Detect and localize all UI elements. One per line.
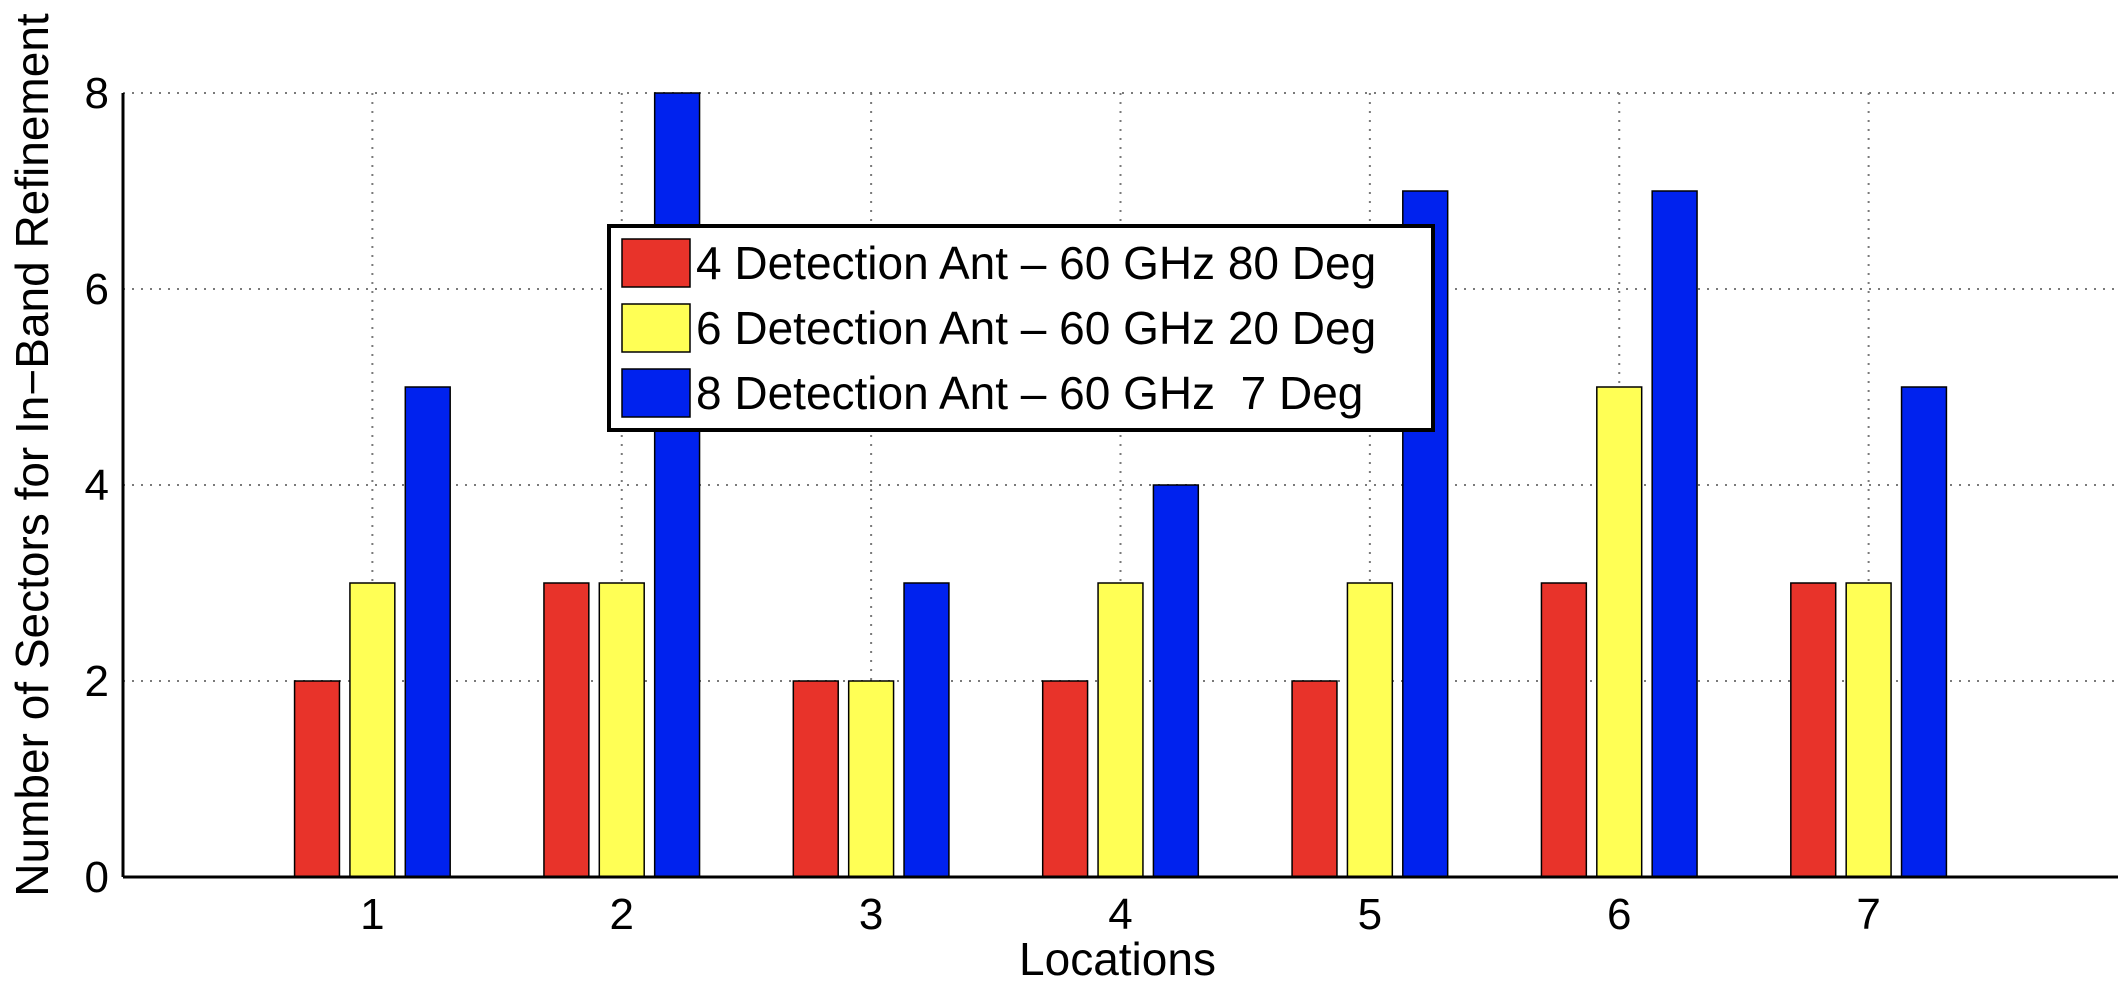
legend-swatch-series-2 — [621, 303, 691, 353]
legend-label-series-2: 6 Detection Ant – 60 GHz 20 Deg — [696, 302, 1376, 354]
bar-series-1-location-2 — [543, 582, 590, 878]
bar-series-3-location-6 — [1651, 190, 1698, 878]
axes — [121, 93, 2118, 879]
y-tick-label: 0 — [85, 853, 109, 902]
y-tick-label: 4 — [85, 461, 109, 510]
bar-series-1-location-4 — [1041, 680, 1089, 878]
bar-series-3-location-4 — [1152, 484, 1200, 878]
x-axis-title: Locations — [1019, 933, 1216, 985]
bar-series-2-location-1 — [349, 582, 396, 878]
legend-items: 4 Detection Ant – 60 GHz 80 Deg 6 Detecti… — [621, 237, 1376, 419]
y-axis-title: Number of Sectors for In−Band Refinement — [6, 13, 58, 897]
x-tick-label: 2 — [610, 890, 634, 939]
bar-series-1-location-1 — [293, 680, 341, 878]
legend-swatch-series-1 — [621, 238, 691, 288]
x-tick-label: 6 — [1607, 890, 1631, 939]
bar-series-1-location-3 — [792, 680, 839, 878]
bar-series-3-location-1 — [404, 386, 451, 878]
legend-label-series-3: 8 Detection Ant – 60 GHz 7 Deg — [696, 367, 1363, 419]
bar-series-3-location-3 — [903, 582, 950, 878]
bars — [293, 92, 1948, 878]
bar-series-2-location-7 — [1845, 582, 1892, 878]
bar-series-3-location-7 — [1900, 386, 1948, 878]
bar-series-3-location-2 — [653, 92, 701, 878]
legend-swatch-series-3 — [621, 368, 691, 418]
bar-series-1-location-5 — [1291, 680, 1338, 878]
x-tick-label: 4 — [1108, 890, 1132, 939]
bar-series-1-location-7 — [1790, 582, 1837, 878]
bar-series-2-location-4 — [1097, 582, 1144, 878]
bar-series-2-location-5 — [1346, 582, 1394, 878]
bar-series-2-location-6 — [1596, 386, 1643, 878]
x-tick-label: 3 — [859, 890, 883, 939]
x-tick-label: 7 — [1856, 890, 1880, 939]
y-tick-label: 8 — [85, 69, 109, 118]
bar-series-2-location-3 — [847, 680, 895, 878]
x-tick-label: 1 — [360, 890, 384, 939]
x-tick-label: 5 — [1358, 890, 1382, 939]
bar-series-1-location-6 — [1540, 582, 1588, 878]
y-tick-label: 2 — [85, 657, 109, 706]
tick-labels: 0 2 4 6 8 1 2 3 4 5 6 7 — [85, 69, 1881, 939]
legend-label-series-1: 4 Detection Ant – 60 GHz 80 Deg — [696, 237, 1376, 289]
y-tick-label: 6 — [85, 265, 109, 314]
legend: 4 Detection Ant – 60 GHz 80 Deg 6 Detecti… — [607, 224, 1435, 432]
legend-box — [607, 224, 1435, 432]
bar-series-2-location-2 — [598, 582, 645, 878]
